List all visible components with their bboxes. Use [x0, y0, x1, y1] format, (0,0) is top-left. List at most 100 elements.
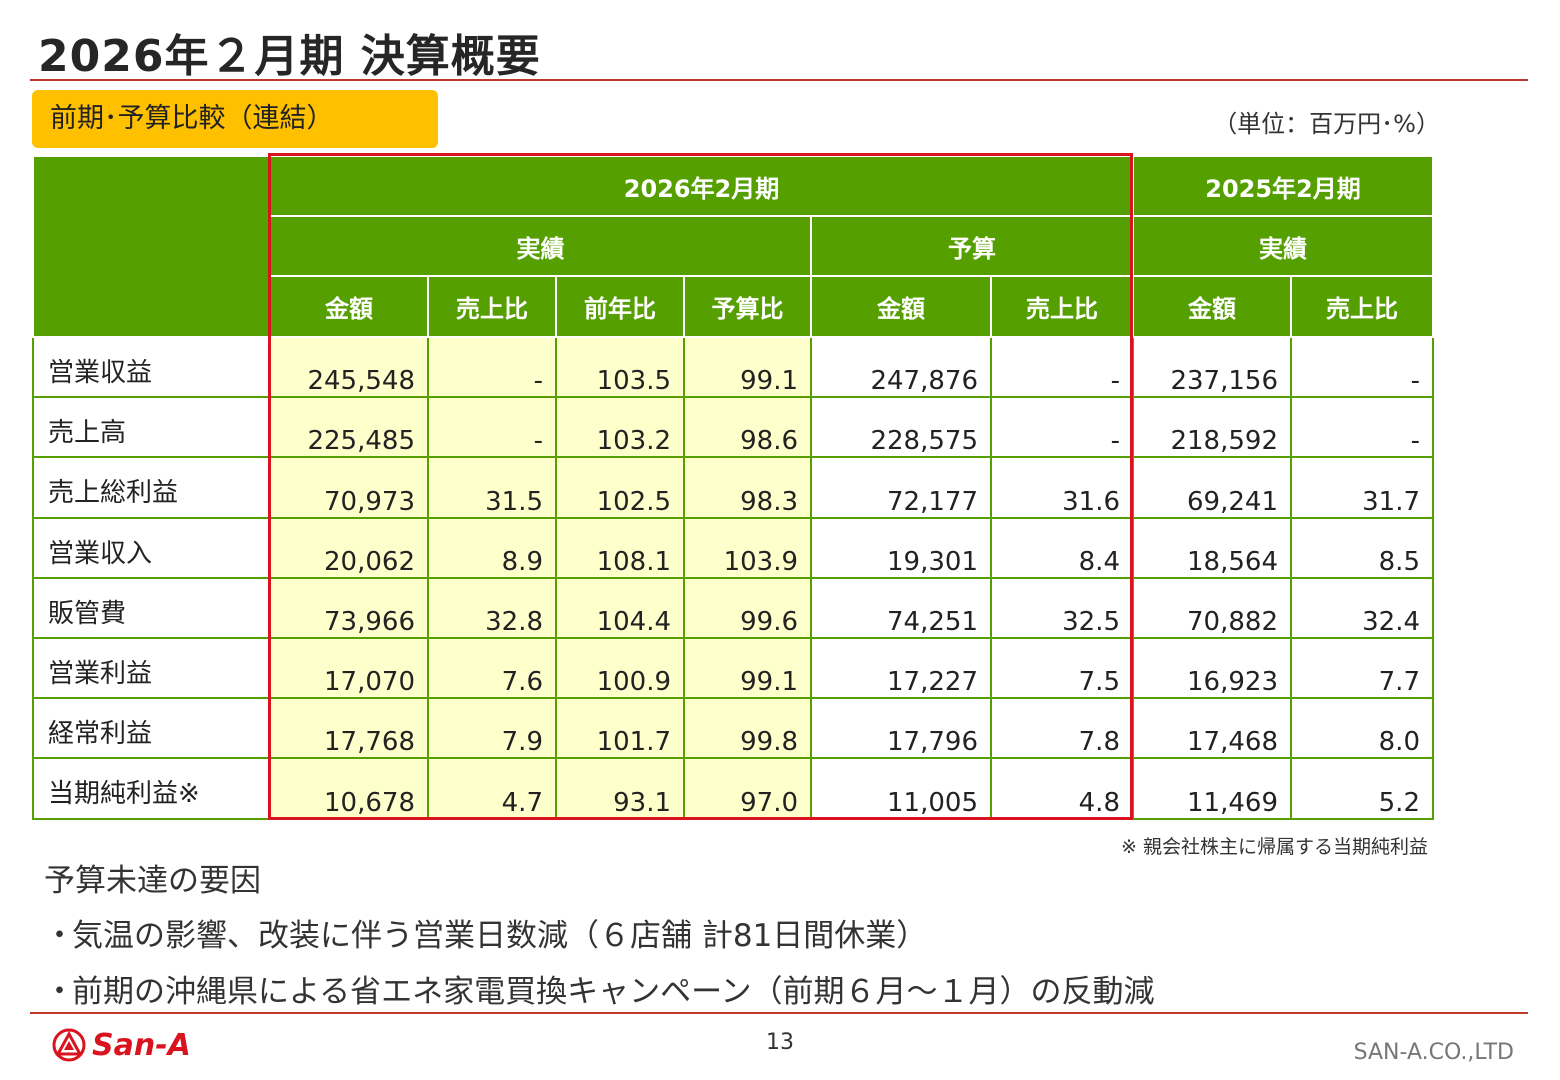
table-cell: 17,070 — [270, 638, 428, 698]
table-cell: 31.7 — [1291, 457, 1433, 517]
column-header: 売上比 — [1291, 276, 1433, 337]
table-cell: 17,768 — [270, 698, 428, 758]
table-cell: 17,227 — [811, 638, 991, 698]
table-row: 販管費 73,966 32.8 104.4 99.6 74,251 32.5 70,882 32… — [33, 578, 1433, 638]
table-cell: - — [428, 337, 556, 397]
reason-item: ・前期の沖縄県による省エネ家電買換キャンペーン（前期６月～１月）の反動減 — [44, 966, 1155, 1011]
table-cell: 20,062 — [270, 518, 428, 578]
table-cell: 11,005 — [811, 758, 991, 818]
table-cell: 103.9 — [684, 518, 811, 578]
table-cell: 7.5 — [991, 638, 1133, 698]
column-header: 予算比 — [684, 276, 811, 337]
column-header: 前年比 — [556, 276, 684, 337]
page-number: 13 — [740, 1030, 820, 1055]
company-name: SAN-A.CO.,LTD — [1300, 1040, 1514, 1065]
company-logo: San-A — [52, 1028, 191, 1062]
table-cell: - — [1291, 337, 1433, 397]
table-cell: 102.5 — [556, 457, 684, 517]
header-corner — [33, 156, 270, 337]
header-fy2025: 2025年2月期 — [1133, 156, 1433, 216]
table-cell: 11,469 — [1133, 758, 1291, 818]
table-cell: 7.7 — [1291, 638, 1433, 698]
table-cell: - — [1291, 397, 1433, 457]
table-cell: 93.1 — [556, 758, 684, 818]
section-badge: 前期･予算比較（連結） — [32, 90, 438, 148]
column-header: 売上比 — [991, 276, 1133, 337]
table-cell: 99.8 — [684, 698, 811, 758]
table-cell: 100.9 — [556, 638, 684, 698]
table-row: 営業収入 20,062 8.9 108.1 103.9 19,301 8.4 18,564 8.… — [33, 518, 1433, 578]
table-cell: 74,251 — [811, 578, 991, 638]
table-cell: 237,156 — [1133, 337, 1291, 397]
table-cell: 8.0 — [1291, 698, 1433, 758]
table-cell: 218,592 — [1133, 397, 1291, 457]
table-cell: 98.6 — [684, 397, 811, 457]
table-cell: 108.1 — [556, 518, 684, 578]
table-cell: 72,177 — [811, 457, 991, 517]
unit-note: （単位：百万円･%） — [1180, 104, 1440, 139]
table-cell: 70,882 — [1133, 578, 1291, 638]
table-cell: 32.4 — [1291, 578, 1433, 638]
table-cell: 10,678 — [270, 758, 428, 818]
row-label: 当期純利益※ — [33, 758, 270, 818]
table-cell: 70,973 — [270, 457, 428, 517]
table-cell: 69,241 — [1133, 457, 1291, 517]
table-row: 経常利益 17,768 7.9 101.7 99.8 17,796 7.8 17,468 8.0 — [33, 698, 1433, 758]
reason-item: ・気温の影響、改装に伴う営業日数減（６店舗 計81日間休業） — [44, 910, 927, 955]
footer-divider — [30, 1012, 1528, 1014]
table-cell: 7.9 — [428, 698, 556, 758]
column-header: 金額 — [811, 276, 991, 337]
footnote: ※ 親会社株主に帰属する当期純利益 — [1040, 832, 1428, 859]
table-cell: 104.4 — [556, 578, 684, 638]
table-cell: 8.5 — [1291, 518, 1433, 578]
table-cell: - — [991, 337, 1133, 397]
table-row: 営業収益 245,548-103.5 99.1 247,876-237,156- — [33, 337, 1433, 397]
slide-title: 2026年２月期 決算概要 — [38, 20, 541, 84]
table-cell: 228,575 — [811, 397, 991, 457]
table-cell: 73,966 — [270, 578, 428, 638]
table-cell: 17,468 — [1133, 698, 1291, 758]
row-label: 売上高 — [33, 397, 270, 457]
table-cell: 247,876 — [811, 337, 991, 397]
header-fy2026: 2026年2月期 — [270, 156, 1133, 216]
reason-text: 気温の影響、改装に伴う営業日数減（６店舗 計81日間休業） — [72, 918, 927, 954]
column-header: 金額 — [270, 276, 428, 337]
row-label: 販管費 — [33, 578, 270, 638]
table-cell: 97.0 — [684, 758, 811, 818]
table-row: 売上高 225,485-103.2 98.6 228,575-218,592- — [33, 397, 1433, 457]
table-cell: 245,548 — [270, 337, 428, 397]
table-cell: 5.2 — [1291, 758, 1433, 818]
title-divider — [30, 79, 1528, 81]
header-actual-prev: 実績 — [1133, 216, 1433, 276]
table-cell: 7.8 — [991, 698, 1133, 758]
reason-text: 前期の沖縄県による省エネ家電買換キャンペーン（前期６月～１月）の反動減 — [72, 974, 1155, 1010]
header-actual: 実績 — [270, 216, 811, 276]
reasons-title: 予算未達の要因 — [44, 855, 261, 900]
column-header: 金額 — [1133, 276, 1291, 337]
row-label: 営業収益 — [33, 337, 270, 397]
logo-mark-icon — [52, 1028, 86, 1062]
row-label: 営業収入 — [33, 518, 270, 578]
row-label: 営業利益 — [33, 638, 270, 698]
table-cell: 99.1 — [684, 337, 811, 397]
table-cell: 99.6 — [684, 578, 811, 638]
table-cell: 103.2 — [556, 397, 684, 457]
bullet: ・ — [44, 966, 72, 1011]
table-cell: 225,485 — [270, 397, 428, 457]
logo-text: San-A — [92, 1028, 191, 1063]
table-cell: 16,923 — [1133, 638, 1291, 698]
financial-comparison-table: 2026年2月期 2025年2月期 実績 予算 実績 金額 売上比 前年比 予算比 金額… — [32, 155, 1434, 820]
table-cell: 17,796 — [811, 698, 991, 758]
row-label: 売上総利益 — [33, 457, 270, 517]
table-cell: 31.5 — [428, 457, 556, 517]
table-cell: 101.7 — [556, 698, 684, 758]
table-cell: 8.9 — [428, 518, 556, 578]
table-cell: - — [428, 397, 556, 457]
table-cell: 19,301 — [811, 518, 991, 578]
column-header: 売上比 — [428, 276, 556, 337]
bullet: ・ — [44, 910, 72, 955]
header-budget: 予算 — [811, 216, 1133, 276]
table-cell: 98.3 — [684, 457, 811, 517]
table-cell: 7.6 — [428, 638, 556, 698]
table-cell: 4.7 — [428, 758, 556, 818]
